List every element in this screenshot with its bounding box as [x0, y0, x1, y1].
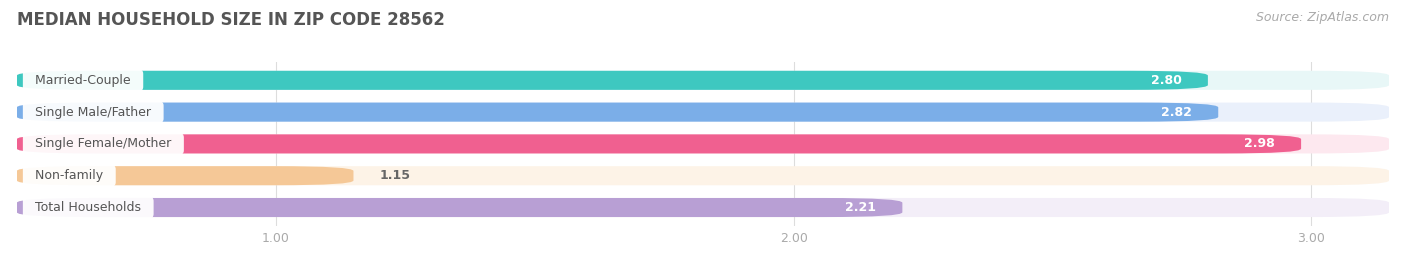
- Text: 2.82: 2.82: [1161, 106, 1192, 119]
- Text: Source: ZipAtlas.com: Source: ZipAtlas.com: [1256, 11, 1389, 24]
- Text: Married-Couple: Married-Couple: [27, 74, 139, 87]
- FancyBboxPatch shape: [17, 71, 1208, 90]
- FancyBboxPatch shape: [17, 166, 353, 185]
- Text: 2.21: 2.21: [845, 201, 876, 214]
- Text: MEDIAN HOUSEHOLD SIZE IN ZIP CODE 28562: MEDIAN HOUSEHOLD SIZE IN ZIP CODE 28562: [17, 11, 444, 29]
- FancyBboxPatch shape: [17, 71, 1389, 90]
- FancyBboxPatch shape: [17, 198, 903, 217]
- FancyBboxPatch shape: [17, 102, 1218, 122]
- FancyBboxPatch shape: [17, 134, 1301, 153]
- Text: 2.80: 2.80: [1152, 74, 1182, 87]
- FancyBboxPatch shape: [17, 166, 1389, 185]
- Text: 1.15: 1.15: [380, 169, 411, 182]
- Text: 2.98: 2.98: [1244, 137, 1275, 150]
- Text: Single Female/Mother: Single Female/Mother: [27, 137, 180, 150]
- Text: Non-family: Non-family: [27, 169, 111, 182]
- FancyBboxPatch shape: [17, 134, 1389, 153]
- Text: Single Male/Father: Single Male/Father: [27, 106, 159, 119]
- FancyBboxPatch shape: [17, 198, 1389, 217]
- FancyBboxPatch shape: [17, 102, 1389, 122]
- Text: Total Households: Total Households: [27, 201, 149, 214]
